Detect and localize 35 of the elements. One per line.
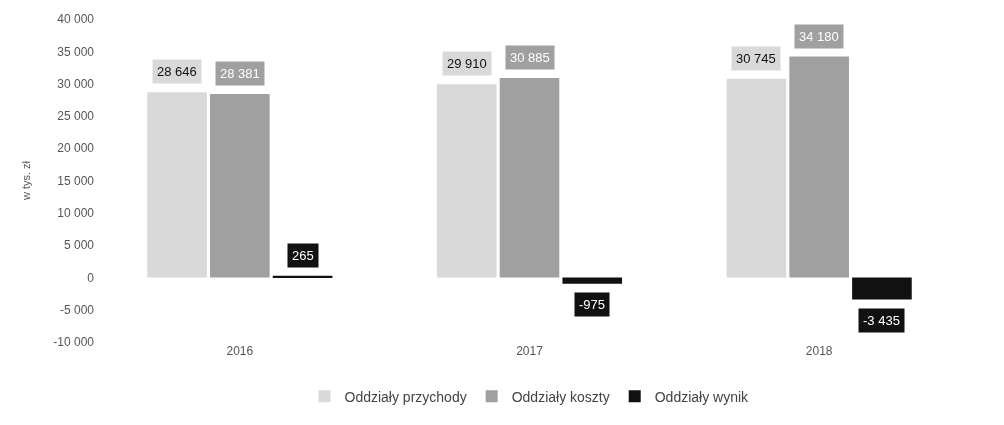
y-tick-label: 40 000 xyxy=(57,12,95,27)
x-tick-label: 2017 xyxy=(516,344,544,358)
y-tick-label: -10 000 xyxy=(53,335,95,350)
data-label: 29 910 xyxy=(447,56,487,71)
legend-label: Oddziały koszty xyxy=(511,388,610,405)
bar xyxy=(147,92,207,278)
data-label: 34 180 xyxy=(799,29,839,44)
bar xyxy=(436,84,497,278)
data-label: 28 381 xyxy=(220,66,260,81)
y-tick-label: 15 000 xyxy=(57,173,95,188)
data-label: -3 435 xyxy=(863,313,900,328)
y-axis-title: w tys. zł xyxy=(19,160,32,202)
y-tick-label: 10 000 xyxy=(57,206,95,220)
x-tick-label: 2016 xyxy=(226,344,254,358)
bar xyxy=(789,56,849,278)
y-tick-label: 30 000 xyxy=(57,76,95,91)
y-tick-label: 20 000 xyxy=(57,141,95,156)
data-label: 265 xyxy=(292,248,314,263)
bar xyxy=(562,277,623,284)
data-label: -975 xyxy=(579,297,606,312)
y-tick-label: -5 000 xyxy=(59,302,95,317)
data-label: 28 646 xyxy=(157,64,197,79)
data-label: 30 745 xyxy=(736,51,776,66)
bar xyxy=(852,277,912,300)
y-tick-label: 25 000 xyxy=(57,109,95,124)
y-tick-label: 35 000 xyxy=(57,44,95,59)
bar xyxy=(210,94,270,278)
y-tick-label: 5 000 xyxy=(63,238,95,253)
bar xyxy=(499,77,560,278)
legend-label: Oddziały przychody xyxy=(344,388,467,405)
data-label: 30 885 xyxy=(510,50,550,65)
x-tick-label: 2018 xyxy=(805,344,833,358)
legend-label: Oddziały wynik xyxy=(654,388,750,405)
bar xyxy=(726,78,787,278)
y-tick-label: 0 xyxy=(87,270,95,285)
